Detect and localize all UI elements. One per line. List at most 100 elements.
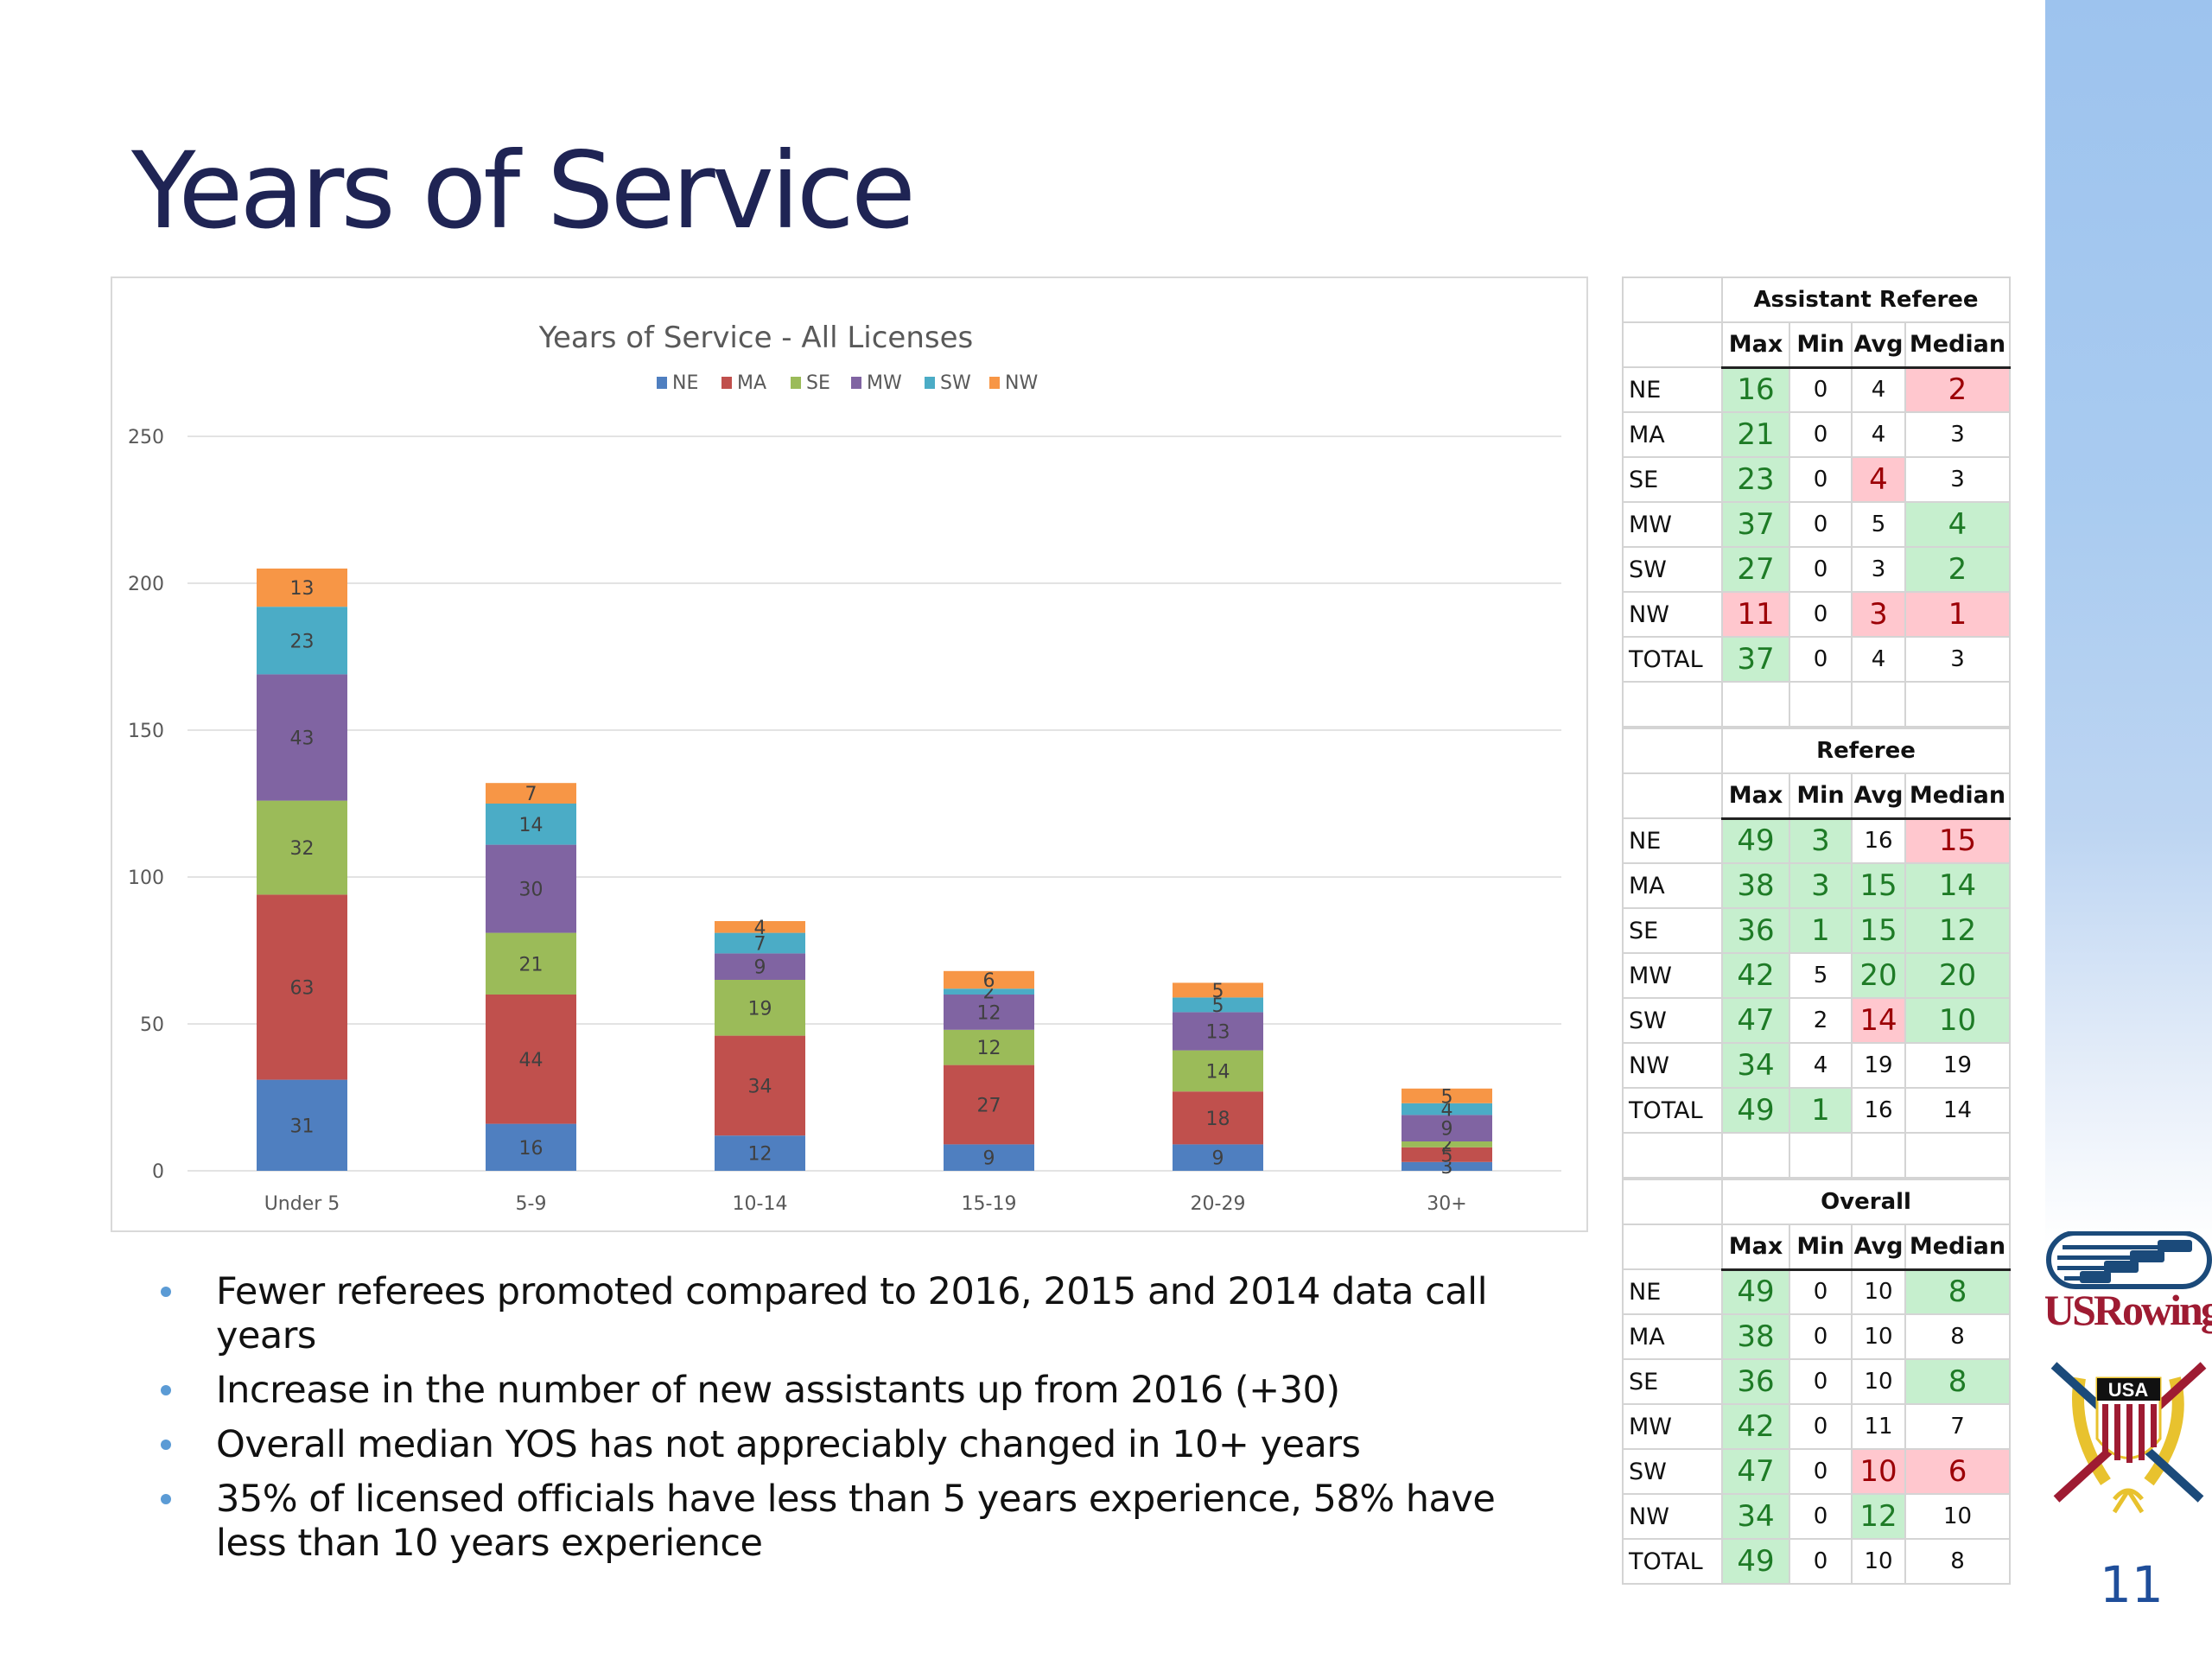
row-label: NE [1622, 366, 1723, 413]
table-row: NW 11 0 3 1 [1622, 591, 2011, 638]
stats-table-assistant-referee: Assistant Referee Max Min Avg Median NE 16 0 4 2 M… [1622, 276, 2011, 728]
table-cell: 4 [1851, 366, 1906, 413]
y-tick-label: 100 [128, 868, 164, 889]
table-cell: 5 [1789, 952, 1853, 999]
table-cell: 38 [1721, 862, 1790, 909]
bar-data-label: 14 [1206, 1061, 1230, 1083]
bar-segment-ne [1402, 1161, 1492, 1171]
bar-data-label: 4 [1441, 1100, 1453, 1122]
table-cell: 3 [1904, 411, 2011, 458]
bar-segment-nw [486, 783, 576, 804]
column-header: Max [1721, 772, 1790, 820]
table-row: SW 47 0 10 6 [1622, 1448, 2012, 1495]
legend-swatch-nw [989, 377, 1000, 389]
table-cell: 6 [1904, 1448, 2012, 1495]
table-row: MA 38 3 15 14 [1622, 862, 2012, 909]
bar-segment-sw [486, 804, 576, 845]
legend-swatch-mw [851, 377, 861, 389]
row-label: NW [1622, 1042, 1723, 1089]
table-row: TOTAL 49 1 16 14 [1622, 1087, 2012, 1134]
row-label: SW [1622, 546, 1723, 593]
bullet-dot-icon [161, 1287, 171, 1297]
bar-data-label: 13 [1206, 1022, 1230, 1044]
table-cell: 49 [1721, 1087, 1790, 1134]
table-cell: 4 [1851, 411, 1906, 458]
bar-data-label: 34 [748, 1076, 772, 1097]
table-cell: 47 [1721, 1448, 1790, 1495]
bar-data-label: 32 [290, 838, 315, 860]
table-row: NW 34 4 19 19 [1622, 1042, 2012, 1089]
table-cell: 2 [1904, 546, 2011, 593]
oars-emblem-icon [2046, 1231, 2212, 1289]
table-cell: 4 [1851, 456, 1906, 503]
crest-text: USA [2108, 1379, 2149, 1401]
table-cell: 10 [1851, 1268, 1906, 1315]
x-tick-label: 30+ [1427, 1193, 1466, 1215]
table-cell: 0 [1789, 411, 1853, 458]
column-header: Min [1789, 772, 1853, 820]
table-cell: 34 [1721, 1493, 1790, 1540]
x-tick-label: 10-14 [733, 1193, 788, 1215]
usa-crest-icon: USA [2050, 1362, 2207, 1514]
bar-data-label: 9 [754, 957, 766, 979]
empty-cell [1622, 728, 1723, 774]
table-cell: 10 [1851, 1448, 1906, 1495]
bar-segment-ne [1173, 1144, 1263, 1171]
table-row: SE 36 1 15 12 [1622, 907, 2012, 954]
table-cell: 14 [1851, 997, 1906, 1044]
table-cell: 49 [1721, 1268, 1790, 1315]
table-row: MA 38 0 10 8 [1622, 1313, 2012, 1360]
stats-table-overall: Overall Max Min Avg Median NE 49 0 10 8 MA 38 0 10 8 SE… [1622, 1179, 2012, 1585]
table-cell: 27 [1721, 546, 1790, 593]
bar-segment-ma [1402, 1147, 1492, 1162]
bar-segment-ma [944, 1065, 1034, 1145]
bar-segment-se [715, 980, 805, 1036]
statistics-tables: Assistant Referee Max Min Avg Median NE 16 0 4 2 M… [1622, 276, 2012, 1585]
column-header: Max [1721, 321, 1790, 369]
row-label: TOTAL [1622, 636, 1723, 683]
table-cell: 1 [1789, 907, 1853, 954]
table-row: NE 16 0 4 2 [1622, 366, 2011, 413]
empty-cell [1721, 1132, 1790, 1179]
bar-data-label: 7 [525, 784, 537, 805]
chart-title: Years of Service - All Licenses [538, 321, 973, 355]
x-axis-ticks: Under 5 5-9 10-14 15-19 20-29 30+ [264, 1193, 1467, 1215]
table-cell: 14 [1904, 862, 2012, 909]
bullet-dot-icon [161, 1440, 171, 1450]
bar-segment-sw [1402, 1103, 1492, 1116]
table-cell: 49 [1721, 817, 1790, 864]
bar-data-label: 7 [754, 934, 766, 956]
empty-cell [1904, 1132, 2012, 1179]
x-tick-label: 20-29 [1191, 1193, 1246, 1215]
row-label: MW [1622, 501, 1723, 548]
table-cell: 0 [1789, 1403, 1853, 1450]
bullet-dot-icon [161, 1385, 171, 1395]
column-header: Avg [1851, 321, 1906, 369]
y-tick-label: 200 [128, 574, 164, 595]
legend-label-ma: MA [737, 372, 766, 394]
table-row: NE 49 3 16 15 [1622, 817, 2012, 864]
bar-segment-se [486, 932, 576, 995]
table-cell: 3 [1789, 862, 1853, 909]
table-cell: 2 [1789, 997, 1853, 1044]
table-cell: 7 [1904, 1403, 2012, 1450]
row-label: NW [1622, 591, 1723, 638]
bullet-list: Fewer referees promoted compared to 2016… [156, 1270, 1538, 1576]
bar-data-label: 12 [977, 1038, 1001, 1059]
empty-cell [1851, 681, 1906, 728]
bar-segment-mw [944, 995, 1034, 1030]
bar-data-label: 12 [748, 1144, 772, 1166]
table-cell: 37 [1721, 501, 1790, 548]
table-row: SE 36 0 10 8 [1622, 1358, 2012, 1405]
bar-data-label: 14 [519, 815, 543, 836]
table-row: NE 49 0 10 8 [1622, 1268, 2012, 1315]
slide-title: Years of Service [131, 130, 916, 252]
table-cell: 36 [1721, 1358, 1790, 1405]
bullet-text: Overall median YOS has not appreciably c… [216, 1423, 1361, 1466]
x-tick-label: 15-19 [962, 1193, 1017, 1215]
bar-data-label: 9 [1212, 1148, 1224, 1170]
table-cell: 4 [1904, 501, 2011, 548]
bar-segment-mw [1402, 1115, 1492, 1141]
table-cell: 5 [1851, 501, 1906, 548]
table-cell: 4 [1851, 636, 1906, 683]
